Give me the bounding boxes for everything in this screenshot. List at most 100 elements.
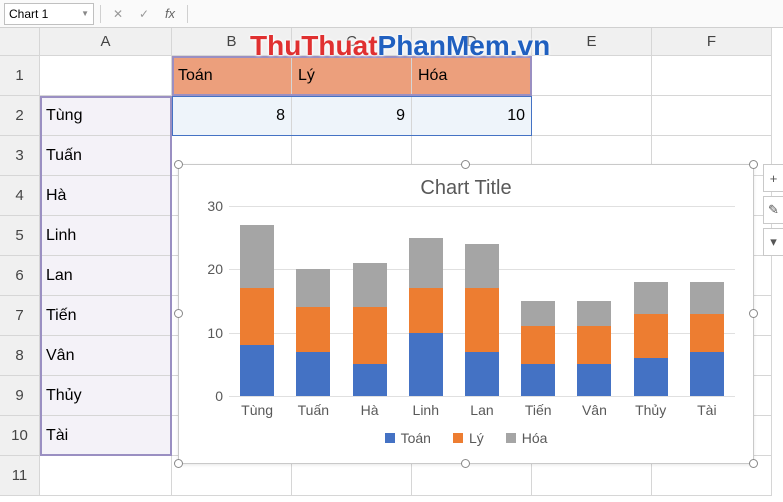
resize-handle[interactable]: [174, 160, 183, 169]
bar[interactable]: [690, 282, 724, 396]
bar-segment: [634, 358, 668, 396]
row-header[interactable]: 3: [0, 136, 40, 176]
cell-D1[interactable]: Hóa: [412, 56, 532, 96]
chart-plot-area: 0102030: [229, 206, 735, 396]
cancel-icon[interactable]: ✕: [107, 3, 129, 25]
bars-container: [229, 206, 735, 396]
y-tick-label: 30: [191, 198, 223, 214]
cell-B1[interactable]: Toán: [172, 56, 292, 96]
x-tick-label: Hà: [344, 402, 396, 418]
x-tick-label: Linh: [400, 402, 452, 418]
bar[interactable]: [353, 263, 387, 396]
chart-elements-button[interactable]: +: [763, 164, 783, 192]
row-header[interactable]: 11: [0, 456, 40, 496]
name-box-value: Chart 1: [9, 7, 48, 21]
chart-styles-button[interactable]: ✎: [763, 196, 783, 224]
cell-B2[interactable]: 8: [172, 96, 292, 136]
bar-segment: [409, 288, 443, 332]
cell-A10[interactable]: Tài: [40, 416, 172, 456]
column-header[interactable]: E: [532, 28, 652, 56]
cell-F2[interactable]: [652, 96, 772, 136]
bar[interactable]: [521, 301, 555, 396]
resize-handle[interactable]: [749, 160, 758, 169]
x-tick-label: Vân: [568, 402, 620, 418]
legend-item[interactable]: Hóa: [506, 430, 548, 446]
x-tick-label: Tuấn: [287, 402, 339, 418]
confirm-icon[interactable]: ✓: [133, 3, 155, 25]
bar-segment: [634, 314, 668, 358]
chart-title[interactable]: Chart Title: [179, 165, 753, 206]
cell-C2[interactable]: 9: [292, 96, 412, 136]
cell-A4[interactable]: Hà: [40, 176, 172, 216]
column-header[interactable]: B: [172, 28, 292, 56]
resize-handle[interactable]: [461, 459, 470, 468]
cell-E1[interactable]: [532, 56, 652, 96]
name-box[interactable]: Chart 1 ▼: [4, 3, 94, 25]
cell-A7[interactable]: Tiến: [40, 296, 172, 336]
select-all-corner[interactable]: [0, 28, 40, 56]
divider: [187, 5, 188, 23]
cell-F1[interactable]: [652, 56, 772, 96]
chart-legend: Toán Lý Hóa: [179, 430, 753, 446]
resize-handle[interactable]: [174, 459, 183, 468]
resize-handle[interactable]: [174, 309, 183, 318]
cell-A9[interactable]: Thủy: [40, 376, 172, 416]
bar[interactable]: [296, 269, 330, 396]
bar-segment: [240, 345, 274, 396]
bar-segment: [465, 244, 499, 288]
x-tick-label: Tài: [681, 402, 733, 418]
bar-segment: [240, 288, 274, 345]
row-header[interactable]: 6: [0, 256, 40, 296]
legend-label: Toán: [401, 430, 431, 446]
bar[interactable]: [465, 244, 499, 396]
x-tick-label: Lan: [456, 402, 508, 418]
cell-A2[interactable]: Tùng: [40, 96, 172, 136]
bar[interactable]: [634, 282, 668, 396]
chart-filters-button[interactable]: ▾: [763, 228, 783, 256]
cell-A6[interactable]: Lan: [40, 256, 172, 296]
bar-segment: [690, 352, 724, 396]
resize-handle[interactable]: [461, 160, 470, 169]
x-tick-label: Thủy: [625, 402, 677, 418]
y-tick-label: 10: [191, 325, 223, 341]
bar[interactable]: [409, 238, 443, 396]
bar[interactable]: [577, 301, 611, 396]
row-header[interactable]: 9: [0, 376, 40, 416]
bar-segment: [296, 269, 330, 307]
row-header[interactable]: 5: [0, 216, 40, 256]
cell-A1[interactable]: [40, 56, 172, 96]
row-header[interactable]: 4: [0, 176, 40, 216]
bar-segment: [577, 326, 611, 364]
row-header[interactable]: 8: [0, 336, 40, 376]
cell-A3[interactable]: Tuấn: [40, 136, 172, 176]
bar-segment: [353, 307, 387, 364]
cell-A8[interactable]: Vân: [40, 336, 172, 376]
resize-handle[interactable]: [749, 309, 758, 318]
column-header[interactable]: D: [412, 28, 532, 56]
cell-C1[interactable]: Lý: [292, 56, 412, 96]
legend-item[interactable]: Toán: [385, 430, 431, 446]
row-header[interactable]: 2: [0, 96, 40, 136]
column-header[interactable]: A: [40, 28, 172, 56]
row-header[interactable]: 7: [0, 296, 40, 336]
cell-A5[interactable]: Linh: [40, 216, 172, 256]
bar-segment: [690, 282, 724, 314]
resize-handle[interactable]: [749, 459, 758, 468]
column-header[interactable]: F: [652, 28, 772, 56]
legend-label: Lý: [469, 430, 484, 446]
x-tick-label: Tùng: [231, 402, 283, 418]
cell-A11[interactable]: [40, 456, 172, 496]
column-header[interactable]: C: [292, 28, 412, 56]
cell-D2[interactable]: 10: [412, 96, 532, 136]
legend-item[interactable]: Lý: [453, 430, 484, 446]
row-header[interactable]: 1: [0, 56, 40, 96]
row-header[interactable]: 10: [0, 416, 40, 456]
embedded-chart[interactable]: Chart Title 0102030 TùngTuấnHàLinhLanTiế…: [178, 164, 754, 464]
fx-icon[interactable]: fx: [159, 3, 181, 25]
formula-bar-input[interactable]: [194, 3, 779, 25]
cell-E2[interactable]: [532, 96, 652, 136]
bar[interactable]: [240, 225, 274, 396]
bar-segment: [690, 314, 724, 352]
bar-segment: [409, 333, 443, 396]
bar-segment: [465, 352, 499, 396]
